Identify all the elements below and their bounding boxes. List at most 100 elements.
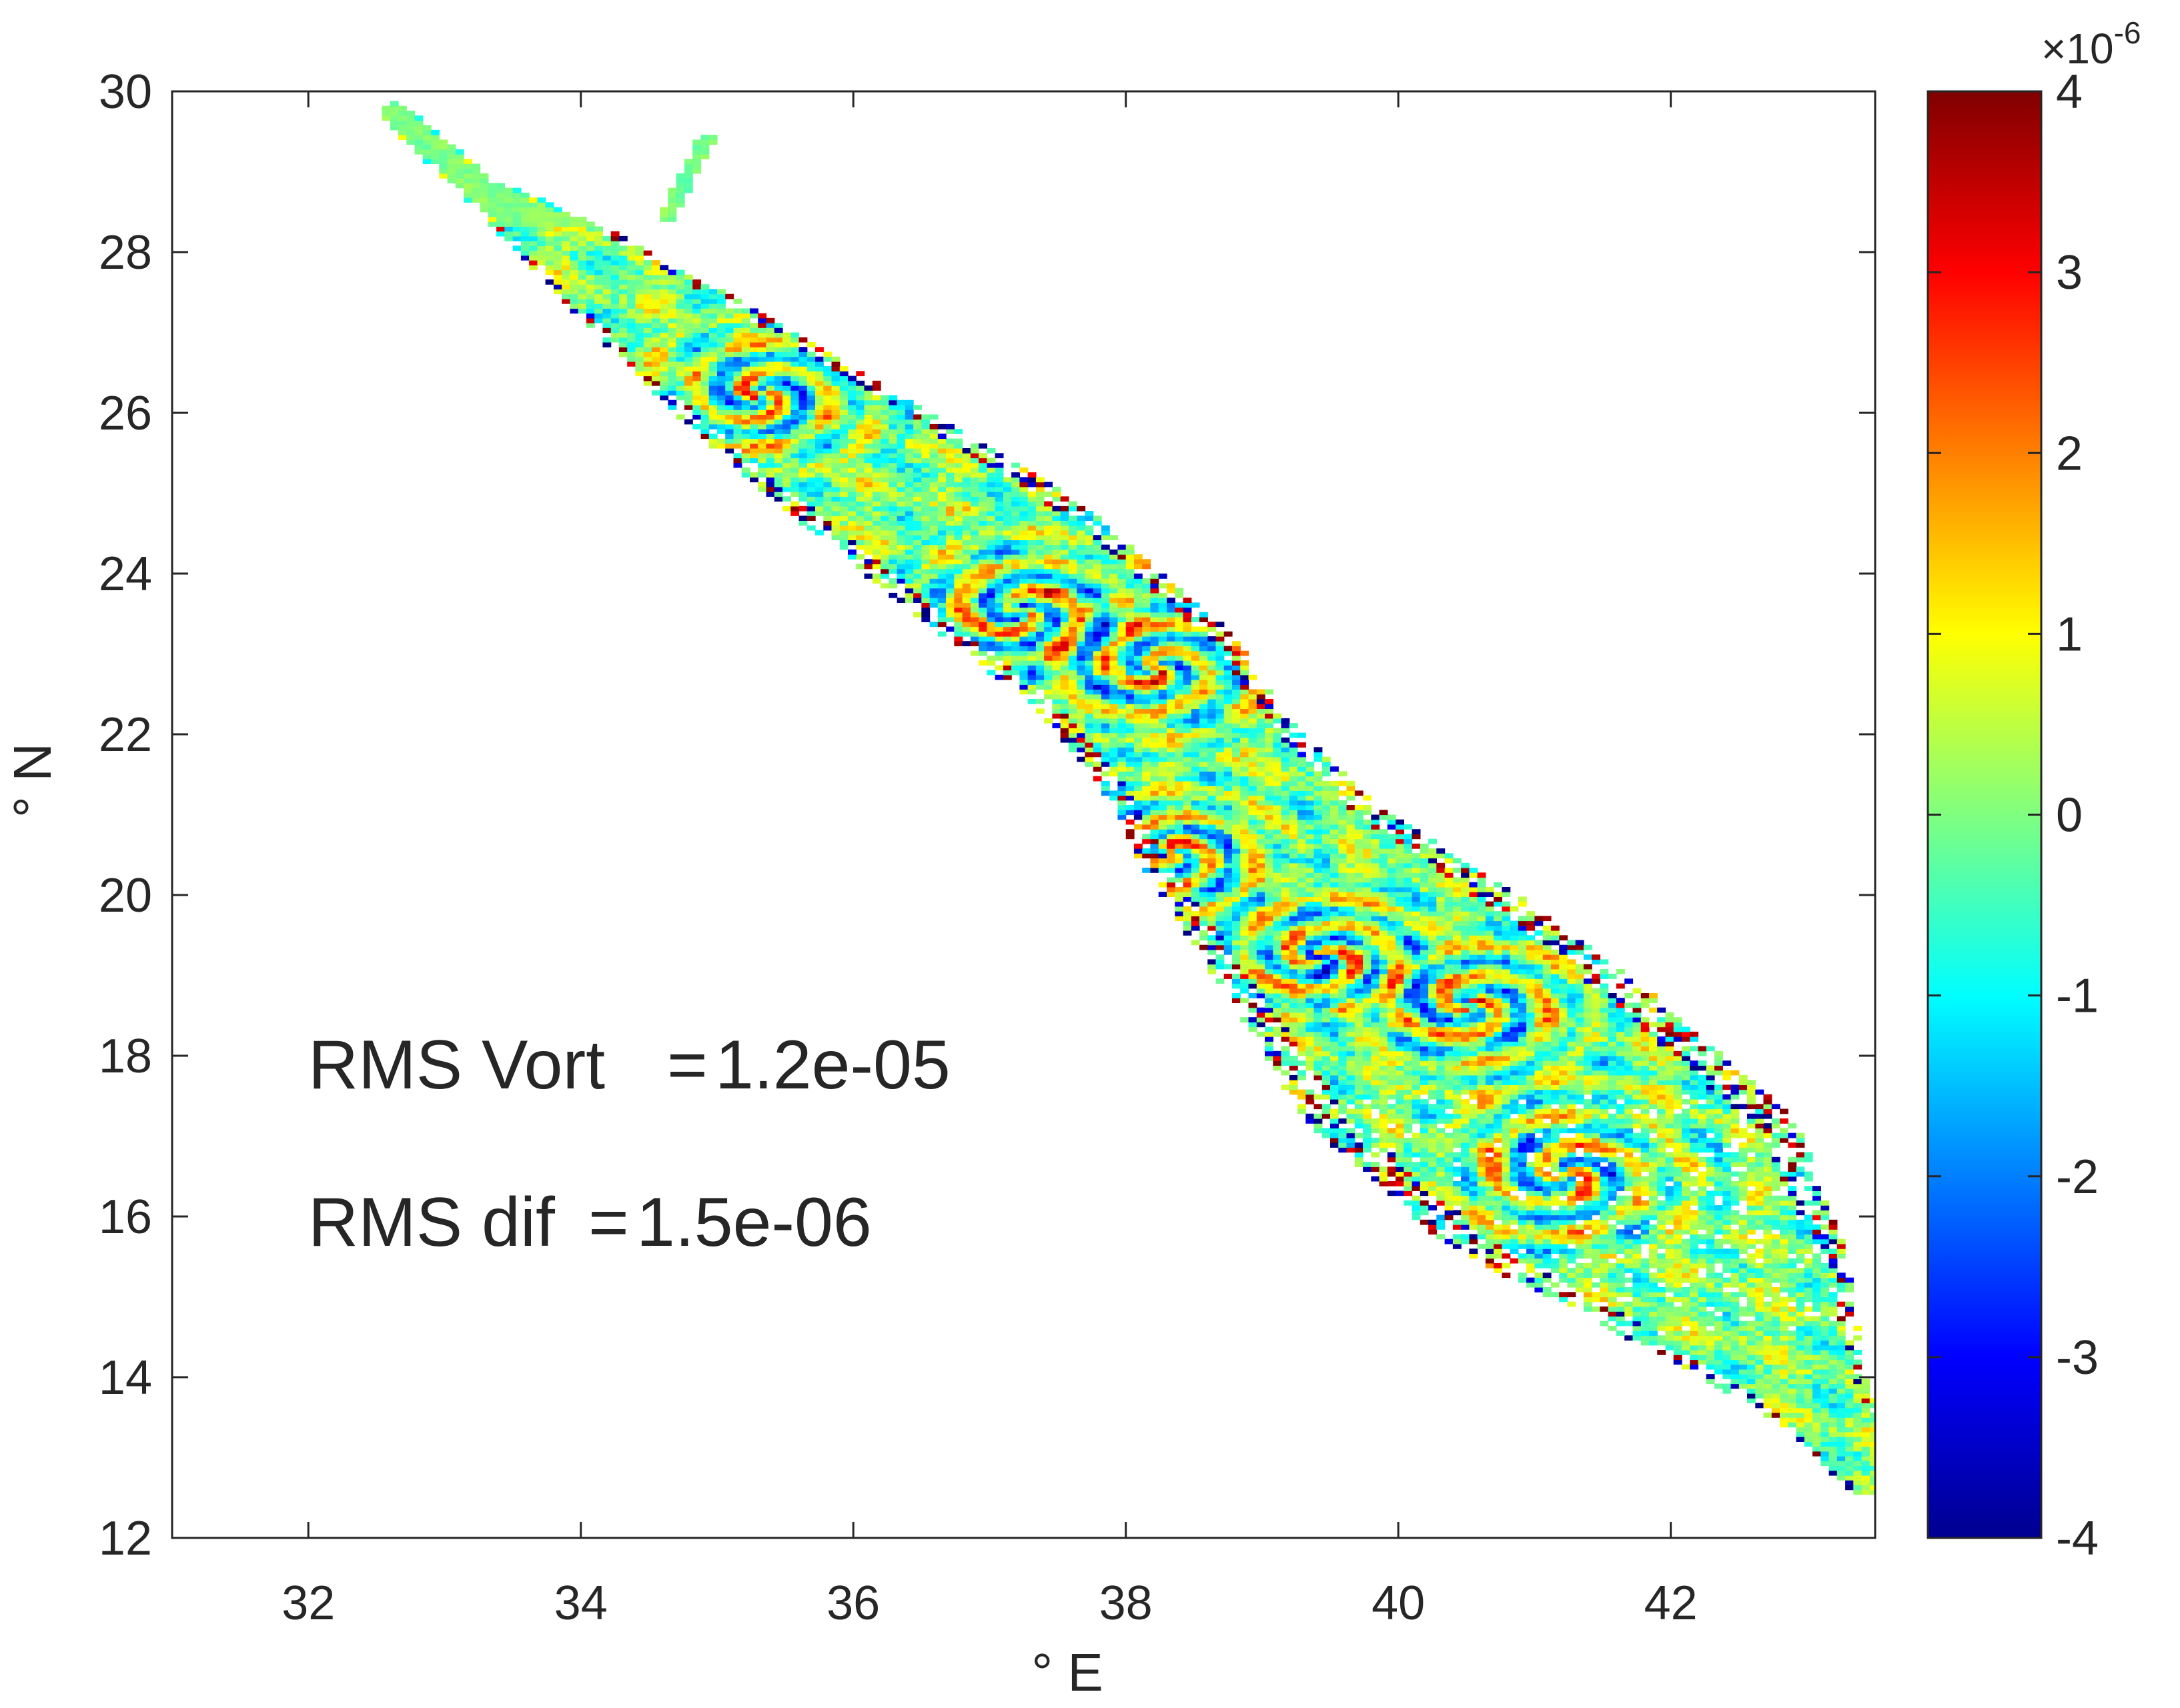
heatmap-cell bbox=[1256, 906, 1265, 912]
heatmap-cell bbox=[1836, 1272, 1846, 1278]
heatmap-cell bbox=[1673, 1350, 1682, 1355]
heatmap-cell bbox=[1804, 1287, 1813, 1293]
heatmap-cell bbox=[1444, 896, 1454, 902]
heatmap-cell bbox=[1444, 988, 1454, 994]
heatmap-cell bbox=[1321, 1132, 1331, 1138]
heatmap-cell bbox=[1616, 1229, 1625, 1235]
heatmap-cell bbox=[1289, 1056, 1298, 1061]
heatmap-cell bbox=[1321, 1026, 1331, 1032]
heatmap-cell bbox=[1321, 901, 1331, 907]
heatmap-cell bbox=[1469, 1036, 1478, 1042]
heatmap-cell bbox=[1502, 1056, 1511, 1061]
heatmap-cell bbox=[1387, 1050, 1396, 1056]
heatmap-cell bbox=[1265, 1046, 1273, 1052]
heatmap-cell bbox=[1420, 1162, 1429, 1167]
heatmap-cell bbox=[1485, 1123, 1494, 1128]
heatmap-cell bbox=[1624, 1084, 1634, 1090]
heatmap-cell bbox=[1346, 1099, 1355, 1104]
heatmap-cell bbox=[1600, 1258, 1609, 1264]
heatmap-cell bbox=[1600, 1176, 1609, 1182]
heatmap-cell bbox=[1600, 1065, 1609, 1071]
heatmap-cell bbox=[1722, 1388, 1732, 1394]
heatmap-cell bbox=[1640, 1046, 1650, 1052]
heatmap-cell bbox=[1518, 1156, 1527, 1162]
heatmap-cell bbox=[1396, 1070, 1404, 1076]
heatmap-cell bbox=[1510, 1258, 1519, 1264]
heatmap-cell bbox=[1167, 834, 1175, 840]
heatmap-cell bbox=[1404, 1128, 1413, 1134]
heatmap-cell bbox=[1363, 1070, 1372, 1076]
heatmap-cell bbox=[1354, 974, 1364, 979]
heatmap-cell bbox=[1461, 1238, 1470, 1244]
heatmap-cell bbox=[1657, 1056, 1666, 1061]
heatmap-cell bbox=[1714, 1282, 1723, 1288]
heatmap-cell bbox=[1640, 1089, 1650, 1095]
heatmap-cell bbox=[1461, 1002, 1470, 1008]
heatmap-cell bbox=[1714, 1205, 1723, 1210]
heatmap-cell bbox=[1215, 887, 1225, 892]
heatmap-cell bbox=[1649, 1123, 1658, 1128]
heatmap-cell bbox=[1559, 1094, 1568, 1100]
heatmap-cell bbox=[1828, 1311, 1838, 1317]
heatmap-cell bbox=[1396, 983, 1404, 989]
heatmap-cell bbox=[1412, 901, 1421, 907]
heatmap-cell bbox=[1518, 974, 1527, 979]
heatmap-cell bbox=[1223, 925, 1233, 931]
heatmap-cell bbox=[1321, 1080, 1331, 1085]
heatmap-cell bbox=[1738, 1321, 1748, 1327]
heatmap-cell bbox=[1526, 1244, 1535, 1249]
heatmap-cell bbox=[1640, 1219, 1650, 1225]
heatmap-cell bbox=[1281, 916, 1290, 922]
heatmap-cell bbox=[1542, 1012, 1552, 1018]
heatmap-cell bbox=[1624, 1156, 1634, 1162]
heatmap-cell bbox=[1714, 1156, 1723, 1162]
heatmap-cell bbox=[1730, 1152, 1740, 1158]
heatmap-cell bbox=[1379, 862, 1388, 868]
heatmap-cell bbox=[1714, 1229, 1723, 1235]
heatmap-cell bbox=[1371, 843, 1380, 849]
heatmap-cell bbox=[1485, 983, 1494, 989]
heatmap-cell bbox=[1428, 1017, 1437, 1022]
heatmap-cell bbox=[1780, 1214, 1788, 1220]
heatmap-cell bbox=[1690, 1195, 1699, 1201]
heatmap-cell bbox=[1812, 1379, 1821, 1385]
heatmap-cell bbox=[1289, 1084, 1298, 1090]
heatmap-cell bbox=[1796, 1292, 1805, 1298]
heatmap-cell bbox=[1452, 1200, 1462, 1206]
heatmap-cell bbox=[1698, 1094, 1707, 1100]
heatmap-cell bbox=[1363, 1118, 1372, 1124]
heatmap-cell bbox=[1526, 1224, 1535, 1230]
heatmap-cell bbox=[1747, 1325, 1756, 1331]
heatmap-cell bbox=[1624, 1099, 1634, 1104]
heatmap-cell bbox=[1788, 1417, 1797, 1423]
heatmap-cell bbox=[1698, 1345, 1707, 1351]
heatmap-cell bbox=[1494, 1118, 1502, 1124]
heatmap-cell bbox=[1559, 974, 1568, 979]
heatmap-cell bbox=[1706, 1181, 1715, 1186]
heatmap-cell bbox=[1828, 1321, 1838, 1327]
heatmap-cell bbox=[1469, 959, 1478, 965]
heatmap-cell bbox=[1330, 925, 1339, 931]
heatmap-cell bbox=[1313, 1128, 1323, 1134]
heatmap-cell bbox=[1755, 1142, 1764, 1148]
heatmap-cell bbox=[1494, 1171, 1502, 1177]
heatmap-cell bbox=[1313, 949, 1323, 955]
heatmap-cell bbox=[1526, 1094, 1535, 1100]
heatmap-cell bbox=[1690, 1272, 1699, 1278]
heatmap-cell bbox=[1354, 1046, 1364, 1052]
heatmap-cell bbox=[1763, 1321, 1772, 1327]
heatmap-cell bbox=[1444, 1214, 1454, 1220]
heatmap-cell bbox=[1396, 925, 1404, 931]
heatmap-cell bbox=[1550, 1080, 1560, 1085]
heatmap-cell bbox=[1281, 862, 1290, 868]
heatmap-cell bbox=[1494, 1046, 1502, 1052]
heatmap-cell bbox=[1534, 1166, 1544, 1172]
heatmap-cell bbox=[1600, 1321, 1609, 1327]
heatmap-cell bbox=[1853, 1456, 1862, 1461]
heatmap-cell bbox=[1706, 1335, 1715, 1341]
heatmap-cell bbox=[1412, 993, 1421, 998]
heatmap-cell bbox=[1207, 862, 1217, 868]
heatmap-cell bbox=[1706, 1176, 1715, 1182]
heatmap-cell bbox=[1387, 868, 1396, 873]
heatmap-cell bbox=[1412, 906, 1421, 912]
